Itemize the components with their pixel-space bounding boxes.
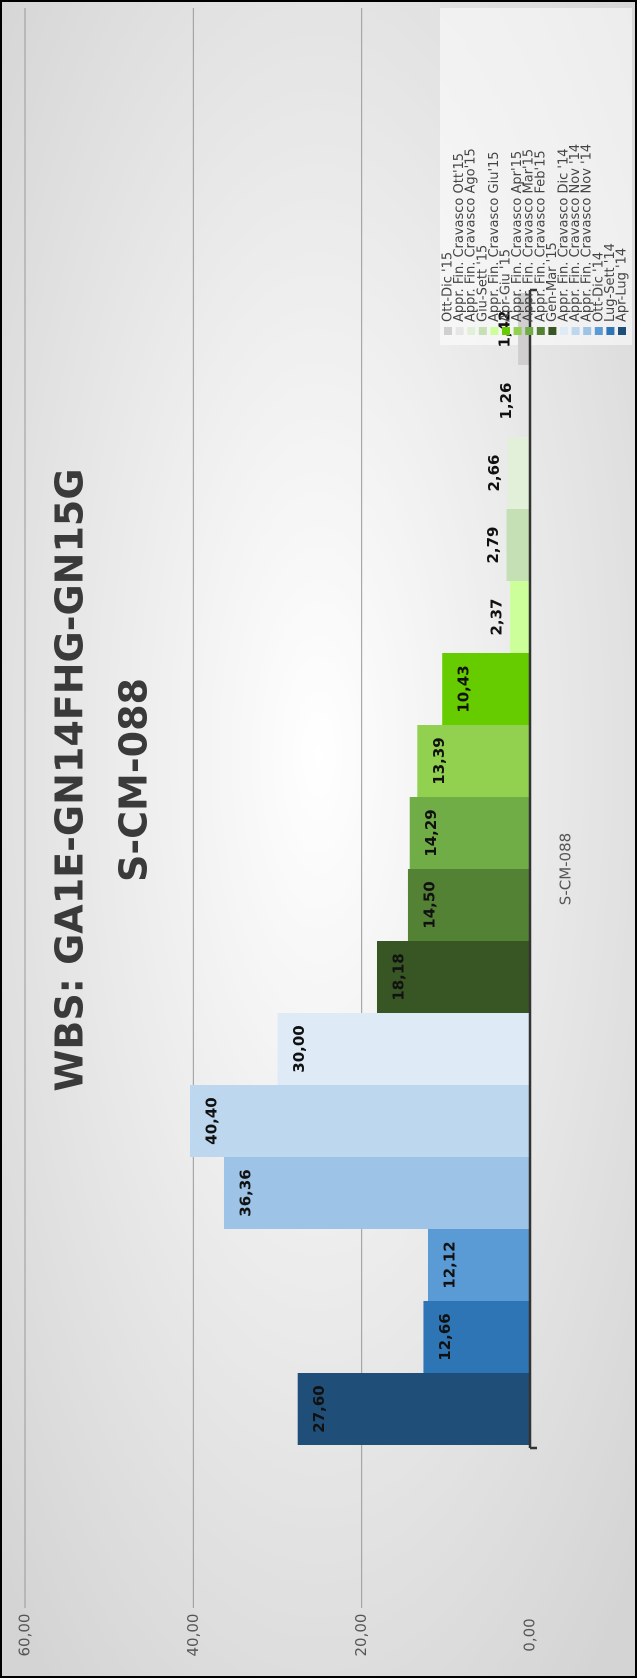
bar	[427, 1229, 530, 1301]
bar	[506, 509, 530, 581]
data-label: 12,12	[440, 1241, 458, 1288]
legend-label: Appr. Fin. Cravasco Apr'15	[510, 151, 525, 322]
chart-subtitle: S-CM-088	[112, 678, 156, 882]
data-label: 30,00	[290, 1025, 308, 1072]
legend-label: Appr. Fin. Cravasco Giu'15	[487, 151, 502, 322]
data-label: 1,26	[497, 382, 515, 419]
bar	[507, 437, 530, 509]
data-label: 14,29	[422, 809, 440, 856]
data-label: 36,36	[236, 1169, 254, 1216]
legend-swatch	[583, 327, 592, 335]
bar	[442, 653, 531, 725]
legend-label: Appr. Fin. Cravasco Nov '14	[568, 144, 583, 322]
legend-label: Appr. Fin. Cravasco Ott'15	[452, 153, 467, 322]
legend-label: Apr-Lug '14	[615, 248, 630, 322]
bar	[223, 1157, 530, 1229]
data-label: 2,79	[484, 526, 502, 563]
data-label: 2,66	[485, 454, 503, 491]
legend-swatch	[502, 327, 510, 335]
y-tick-label: 60,00	[16, 1614, 34, 1657]
legend-swatch	[478, 327, 487, 335]
legend-swatch	[594, 327, 603, 335]
bar	[189, 1085, 530, 1157]
plot: WBS: GA1E-GN14FHG-GN15G S-CM-088 0,00 20,…	[16, 8, 632, 1657]
legend-box	[440, 8, 632, 345]
data-label: 40,40	[202, 1097, 220, 1144]
legend-label: Giu-Sett '15	[475, 245, 490, 322]
bar	[510, 581, 530, 653]
legend-swatch	[467, 327, 476, 335]
bar	[277, 1013, 530, 1085]
data-label: 14,50	[420, 881, 438, 928]
y-tick-label: 20,00	[352, 1614, 370, 1657]
bar	[409, 797, 530, 869]
data-label: 27,60	[310, 1385, 328, 1432]
data-label: 13,39	[430, 737, 448, 784]
bar	[297, 1373, 531, 1445]
data-label: 2,37	[488, 598, 506, 635]
data-label: 10,43	[455, 665, 473, 712]
legend-swatch	[571, 327, 580, 335]
legend-label: Appr. Fin. Cravasco Ago'15	[464, 148, 479, 322]
legend-swatch	[618, 327, 626, 335]
legend-swatch	[513, 327, 522, 335]
legend-swatch	[525, 327, 534, 335]
legend-label: Ott-Dic '15	[441, 252, 456, 322]
legend-swatch	[606, 327, 615, 335]
legend-label: Lug-Sett '14	[603, 243, 618, 322]
legend-label: Appr. Fin. Cravasco Feb'15	[533, 150, 548, 322]
data-label: 18,18	[389, 953, 407, 1000]
legend-label: Appr. Fin. Cravasco Dic '14	[557, 148, 572, 322]
legend-label: Apr-Giu '15	[499, 249, 514, 322]
bar	[417, 725, 531, 797]
legend-label: Ott-Dic '14	[591, 252, 606, 322]
bar	[423, 1301, 531, 1373]
legend-label: Appr. Fin. Cravasco Mar'15	[522, 149, 537, 322]
y-tick-label: 0,00	[521, 1618, 539, 1651]
chart-title: WBS: GA1E-GN14FHG-GN15G	[48, 468, 92, 1091]
bar	[519, 365, 531, 437]
data-label: 12,66	[436, 1313, 454, 1360]
legend-swatch	[560, 327, 568, 335]
bar	[376, 941, 530, 1013]
legend-swatch	[536, 327, 545, 335]
legend-swatch	[490, 327, 499, 335]
legend-label: Appr. Fin. Cravasco Nov '14	[580, 144, 595, 322]
x-tick-label: S-CM-088	[557, 833, 575, 905]
bar	[407, 869, 531, 941]
legend-swatch	[444, 327, 452, 335]
legend-label: Gen-Mar '15	[545, 242, 560, 322]
bar	[518, 293, 531, 365]
y-tick-label: 40,00	[184, 1614, 202, 1657]
legend-swatch	[548, 327, 557, 335]
legend-swatch	[455, 327, 464, 335]
